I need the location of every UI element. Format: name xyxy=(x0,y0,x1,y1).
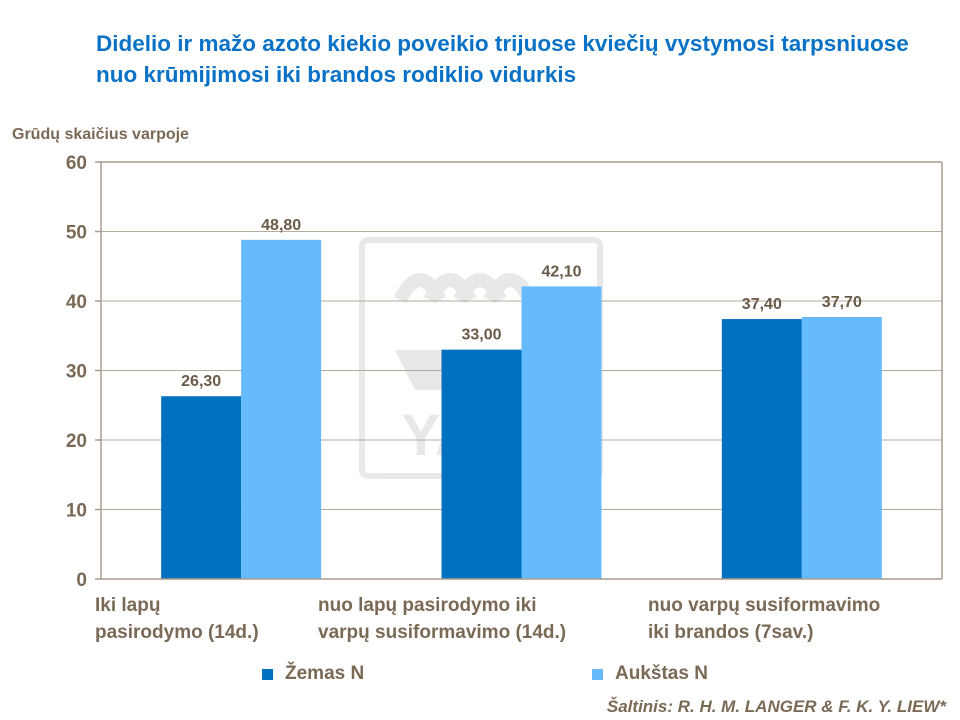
x-category-label-line: pasirodymo (14d.) xyxy=(95,622,259,643)
data-label: 37,70 xyxy=(822,294,862,311)
y-tick-label: 60 xyxy=(66,153,87,174)
x-category-label-line: nuo lapų pasirodymo iki xyxy=(318,595,537,616)
y-tick-label: 0 xyxy=(76,570,87,591)
data-label: 26,30 xyxy=(181,373,221,390)
x-category-label-line: nuo varpų susiformavimo xyxy=(648,595,881,616)
y-tick-label: 10 xyxy=(66,501,87,522)
y-tick-label: 50 xyxy=(66,223,87,244)
bar-aukstas-n xyxy=(801,316,882,579)
data-label: 48,80 xyxy=(261,217,301,234)
legend-item-zemas-n: Žemas N xyxy=(262,663,364,685)
source-note: Šaltinis: R. H. M. LANGER & F. K. Y. LIE… xyxy=(606,697,946,716)
legend-swatch-zemas-n xyxy=(262,668,273,680)
x-category-label-line: Iki lapų xyxy=(95,595,161,616)
bar-zemas-n xyxy=(161,396,242,579)
legend-item-aukstas-n: Aukštas N xyxy=(592,663,708,685)
data-label: 37,40 xyxy=(742,296,782,313)
x-category-label: Iki lapų pasirodymo (14d.) xyxy=(95,592,259,646)
legend-label: Žemas N xyxy=(285,663,365,684)
y-tick-label: 40 xyxy=(66,292,87,313)
legend-swatch-aukstas-n xyxy=(592,668,603,680)
chart-title: Didelio ir mažo azoto kiekio poveikio tr… xyxy=(96,31,909,87)
data-label: 33,00 xyxy=(461,327,501,344)
bar-aukstas-n xyxy=(521,286,602,579)
bar-zemas-n xyxy=(721,319,802,579)
bar-aukstas-n xyxy=(241,239,322,579)
legend-label: Aukštas N xyxy=(615,663,708,684)
y-tick-label: 30 xyxy=(66,362,87,383)
x-category-label-line: varpų susiformavimo (14d.) xyxy=(318,622,567,643)
bar-zemas-n xyxy=(441,349,522,579)
data-label: 42,10 xyxy=(541,263,581,280)
x-category-label: nuo lapų pasirodymo iki varpų susiformavi… xyxy=(318,592,566,646)
x-category-label-line: iki brandos (7sav.) xyxy=(648,622,814,643)
y-tick-label: 20 xyxy=(66,431,87,452)
x-category-label: nuo varpų susiformavimo iki brandos (7sav… xyxy=(648,592,880,646)
y-axis-label: Grūdų skaičius varpoje xyxy=(12,126,189,143)
